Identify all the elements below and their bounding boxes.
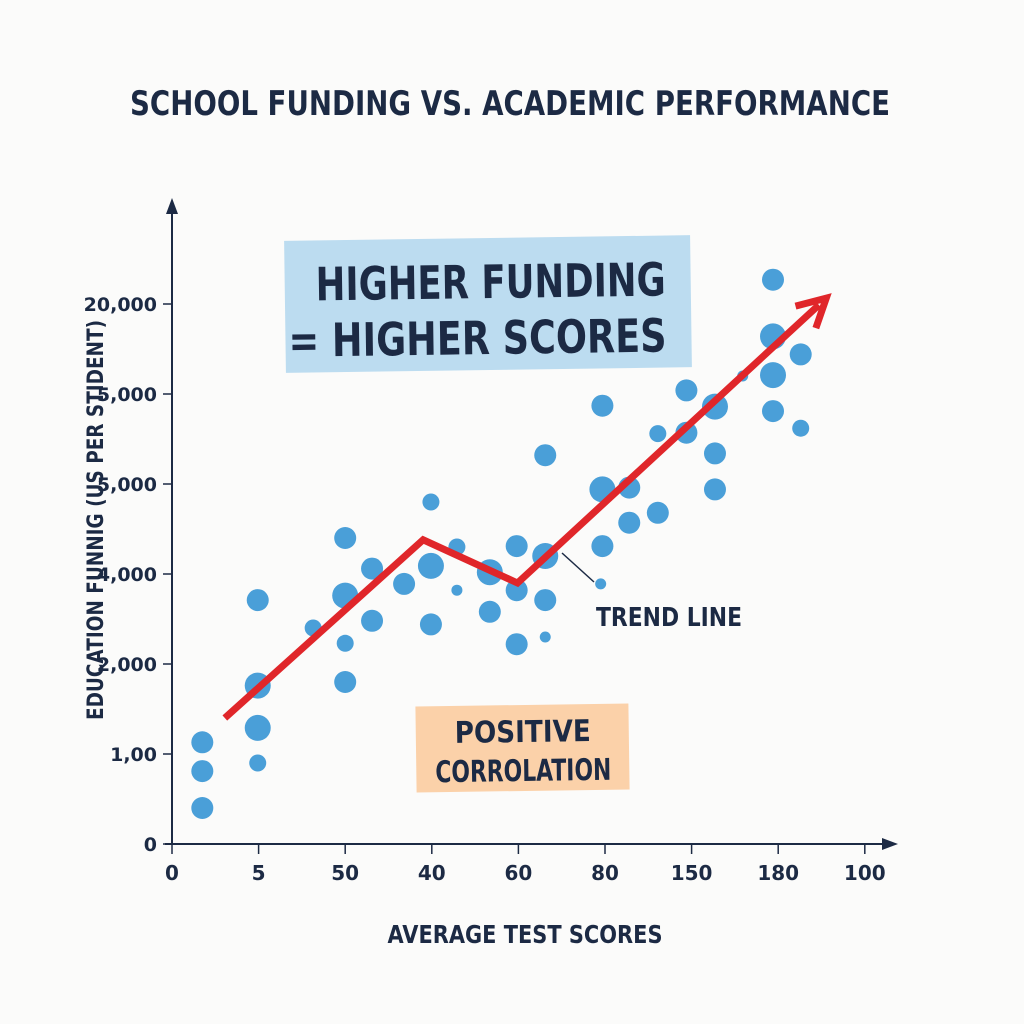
data-point: [244, 714, 271, 741]
data-point: [703, 442, 726, 465]
y-tick-label: 1,00: [110, 744, 157, 766]
correlation-line-1: POSITIVE: [455, 714, 591, 751]
data-point: [792, 419, 810, 437]
data-point: [246, 589, 269, 612]
data-point: [361, 609, 384, 632]
headline-line-1: HIGHER FUNDING: [315, 253, 666, 312]
data-point: [762, 268, 785, 291]
data-point: [191, 731, 214, 754]
y-tick-label: 20,000: [84, 294, 157, 316]
y-tick-label: 2,000: [97, 654, 157, 676]
data-point: [393, 572, 416, 595]
y-tick-label: 4,000: [97, 564, 157, 586]
data-point: [618, 511, 641, 534]
data-point: [675, 421, 698, 444]
x-tick-label: 180: [757, 861, 799, 885]
data-point: [762, 400, 785, 423]
y-tick-label: 5,000: [97, 474, 157, 496]
x-tick-label: 150: [671, 861, 713, 885]
trend-arrow-icon: [794, 293, 832, 330]
data-point: [649, 425, 667, 443]
x-axis-label: AVERAGE TEST SCORES: [388, 920, 663, 949]
chart-title: SCHOOL FUNDING VS. ACADEMIC PERFORMANCE: [130, 84, 890, 124]
data-point: [505, 633, 528, 656]
trend-line-label: TREND LINE: [596, 603, 742, 633]
data-point: [595, 578, 607, 590]
correlation-line-2: CORROLATION: [435, 753, 611, 790]
x-tick-label: 40: [418, 861, 446, 885]
headline-line-2: = HIGHER SCORES: [288, 309, 667, 368]
data-point: [534, 444, 557, 467]
y-tick-label: 5,000: [97, 384, 157, 406]
correlation-callout: POSITIVE CORROLATION: [415, 703, 630, 793]
data-point: [703, 478, 726, 501]
data-point: [451, 584, 463, 596]
data-point: [249, 754, 267, 772]
data-point: [505, 535, 528, 558]
trend-line-pointer: [561, 552, 595, 583]
trend-line: [222, 302, 822, 721]
data-point: [417, 552, 444, 579]
data-point: [646, 501, 669, 524]
x-axis-arrow-icon: [882, 838, 898, 850]
data-point: [534, 589, 557, 612]
data-point: [478, 600, 501, 623]
data-point: [591, 535, 614, 558]
x-tick-label: 50: [331, 861, 359, 885]
x-tick-label: 60: [504, 861, 532, 885]
axes: [165, 198, 898, 850]
headline-callout-box: [284, 235, 692, 373]
data-point: [505, 579, 528, 602]
x-tick-label: 0: [165, 861, 179, 885]
x-tick-label: 80: [591, 861, 619, 885]
data-point: [675, 379, 698, 402]
data-point: [701, 393, 728, 420]
data-point: [191, 797, 214, 819]
data-point: [419, 613, 442, 636]
headline-callout: HIGHER FUNDING = HIGHER SCORES: [284, 235, 692, 373]
data-point: [334, 671, 357, 693]
data-point: [760, 362, 787, 389]
x-tick-label: 5: [252, 861, 266, 885]
correlation-callout-box: [415, 703, 630, 793]
data-point: [361, 557, 384, 580]
y-tick-label: 0: [144, 834, 157, 856]
data-point: [336, 634, 354, 652]
x-tick-label: 100: [844, 861, 886, 885]
data-point: [591, 394, 614, 417]
data-point: [334, 527, 357, 549]
y-axis-label: EDUCATION FUNNIG (US PER STIDENT): [84, 320, 109, 720]
data-point: [191, 760, 214, 783]
data-point: [422, 493, 440, 511]
data-point: [789, 343, 812, 366]
y-axis-arrow-icon: [166, 198, 178, 214]
data-point: [539, 631, 551, 643]
